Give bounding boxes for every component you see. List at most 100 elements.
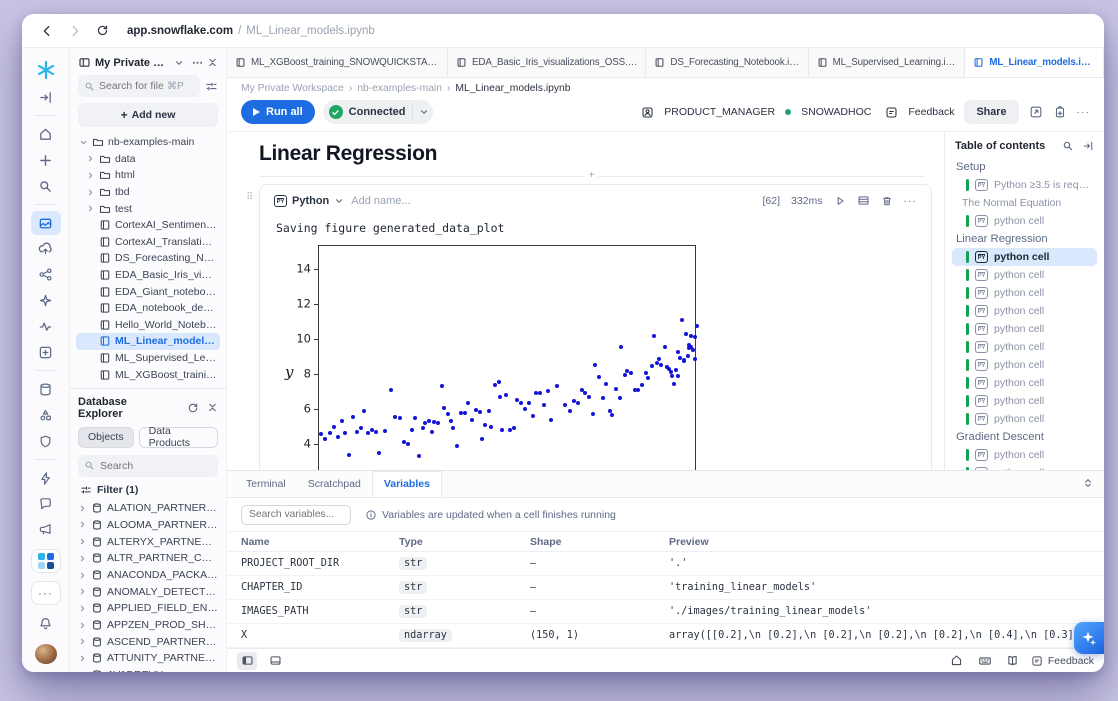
file-tree-row[interactable]: ML_Supervised_Learning.i... [76, 350, 220, 367]
file-tree-row[interactable]: EDA_Giant_notebook_170c... [76, 283, 220, 300]
database-row[interactable]: APPLIED_FIELD_ENGINEERI... [74, 600, 222, 617]
toc-entry[interactable]: PY python cell [952, 446, 1097, 464]
chevron-right-icon[interactable] [78, 571, 87, 580]
database-row[interactable]: ASCEND_PARTNER_CONNE... [74, 633, 222, 650]
file-tree-row[interactable]: CortexAI_Sentiment_Anal... [76, 217, 220, 234]
panel-collapse-icon[interactable] [1082, 477, 1094, 489]
cell-results-icon[interactable] [857, 194, 870, 207]
file-search-box[interactable]: ⌘P [78, 75, 200, 97]
toc-entry[interactable]: PY python cell [952, 302, 1097, 320]
megaphone-icon[interactable] [31, 518, 61, 542]
file-tree-row[interactable]: html [76, 167, 220, 184]
variables-search-box[interactable] [241, 504, 351, 525]
cell-drag-handle[interactable]: ⠿ [246, 192, 254, 203]
activity-icon[interactable] [31, 315, 61, 339]
back-icon[interactable] [40, 24, 54, 38]
file-tree-row[interactable]: test [76, 200, 220, 217]
toc-entry[interactable]: PY python cell [952, 392, 1097, 410]
run-cell-icon[interactable] [834, 195, 846, 207]
toc-entry[interactable]: PY python cell [952, 410, 1097, 428]
file-tree-row[interactable]: ML_Linear_models.ipynb [76, 333, 220, 350]
toc-entry[interactable]: PY python cell [952, 374, 1097, 392]
python-cell[interactable]: PY Python Add name... [62] 332ms [259, 184, 932, 470]
database-row[interactable]: ALOOMA_PARTNER_CONN... [74, 517, 222, 534]
keyboard-shortcuts-icon[interactable] [975, 652, 995, 670]
file-tree-row[interactable]: EDA_Basic_Iris_visualizatio... [76, 267, 220, 284]
chat-icon[interactable] [31, 492, 61, 516]
chevron-right-icon[interactable] [86, 204, 95, 213]
toc-entry[interactable]: PY python cell [952, 212, 1097, 230]
workspace-title[interactable]: My Private Work... [95, 56, 170, 69]
database-row[interactable]: APPZEN_PROD_SHARE [74, 617, 222, 634]
user-avatar[interactable] [34, 643, 57, 665]
home-icon[interactable] [31, 122, 61, 146]
toc-entry[interactable]: PY The Normal Equation [952, 194, 1097, 212]
notifications-bell-icon[interactable] [31, 612, 61, 636]
database-row[interactable]: AVADREVU [74, 667, 222, 672]
database-row[interactable]: ALTERYX_PARTNER_CONN... [74, 533, 222, 550]
chevron-right-icon[interactable] [78, 654, 87, 663]
chevron-right-icon[interactable] [78, 637, 87, 646]
toc-entry[interactable]: PY python cell [952, 356, 1097, 374]
address-bar[interactable]: app.snowflake.com / ML_Linear_models.ipy… [127, 25, 375, 37]
docs-book-icon[interactable] [1003, 652, 1023, 670]
chevron-right-icon[interactable] [78, 537, 87, 546]
cell-more-icon[interactable]: ··· [903, 194, 917, 207]
file-tree-row[interactable]: tbd [76, 184, 220, 201]
chevron-right-icon[interactable] [79, 138, 88, 147]
add-icon[interactable] [31, 148, 61, 172]
more-options-button[interactable]: ··· [30, 580, 61, 605]
data-shapes-icon[interactable] [31, 403, 61, 427]
share-nodes-icon[interactable] [31, 263, 61, 287]
file-tree-row[interactable]: nb-examples-main [76, 134, 220, 151]
database-row[interactable]: ATTUNITY_PARTNER_CON... [74, 650, 222, 667]
chevron-down-icon[interactable] [174, 58, 184, 68]
chevron-right-icon[interactable] [78, 671, 87, 672]
chevron-right-icon[interactable] [78, 621, 87, 630]
collapse-section-icon[interactable] [207, 402, 218, 413]
file-tree-row[interactable]: ML_XGBoost_training_SN... [76, 366, 220, 383]
forward-icon[interactable] [68, 24, 82, 38]
delete-cell-icon[interactable] [881, 195, 893, 207]
workspace-collapse-icon[interactable] [207, 57, 218, 68]
database-row[interactable]: ANOMALY_DETECTION_APP [74, 583, 222, 600]
cell-name-placeholder[interactable]: Add name... [351, 194, 411, 207]
panel-tab[interactable]: Variables [371, 471, 442, 497]
notebook-tab[interactable]: DS_Forecasting_Notebook.ipynb [646, 48, 809, 77]
run-all-button[interactable]: Run all [241, 100, 315, 124]
database-row[interactable]: ALTR_PARTNER_CONNECT [74, 550, 222, 567]
breadcrumb-item[interactable]: My Private Workspace [241, 83, 344, 94]
cell-language-chip[interactable]: PY Python [274, 194, 344, 207]
file-tree-row[interactable]: EDA_notebook_demo.ipynb [76, 300, 220, 317]
share-button[interactable]: Share [964, 100, 1019, 124]
toc-entry[interactable]: PY Linear Regression [952, 230, 1097, 248]
db-search-box[interactable] [78, 454, 218, 477]
add-new-button[interactable]: + Add new [78, 103, 218, 127]
feedback-link[interactable]: Feedback [908, 106, 955, 118]
toc-entry[interactable]: PY python cell [952, 248, 1097, 266]
breadcrumb-item[interactable]: nb-examples-main [357, 83, 442, 94]
more-options-icon[interactable]: ··· [1076, 106, 1090, 118]
db-filter[interactable]: Filter (1) [70, 481, 226, 500]
open-panel-icon[interactable] [1029, 105, 1043, 119]
notebook-tab[interactable]: ML_XGBoost_training_SNOWQUICKSTART.ipy [227, 48, 449, 77]
file-tree-row[interactable]: CortexAI_Translation_SNO... [76, 234, 220, 251]
toc-entry[interactable]: PY python cell [952, 284, 1097, 302]
toc-entry[interactable]: PY python cell [952, 338, 1097, 356]
db-tab[interactable]: Data Products [138, 425, 218, 449]
chevron-right-icon[interactable] [86, 171, 95, 180]
warehouse-name[interactable]: SNOWADHOC [801, 106, 872, 118]
database-icon[interactable] [31, 377, 61, 401]
panel-tab[interactable]: Terminal [246, 478, 286, 490]
db-tab[interactable]: Objects [78, 426, 134, 448]
toc-entry[interactable]: PY python cell [952, 464, 1097, 470]
file-tree-row[interactable]: data [76, 151, 220, 168]
variable-row[interactable]: IMAGES_PATH str – './images/training_lin… [227, 600, 1104, 624]
notebook-tab[interactable]: EDA_Basic_Iris_visualizations_OSS.ipynb [448, 48, 647, 77]
toc-entry[interactable]: PY Gradient Descent [952, 428, 1097, 446]
projects-icon[interactable] [30, 211, 61, 235]
chevron-right-icon[interactable] [78, 520, 87, 529]
toggle-bottom-panel-icon[interactable] [265, 652, 285, 670]
chevron-right-icon[interactable] [86, 154, 95, 163]
variables-search-input[interactable] [249, 509, 343, 520]
